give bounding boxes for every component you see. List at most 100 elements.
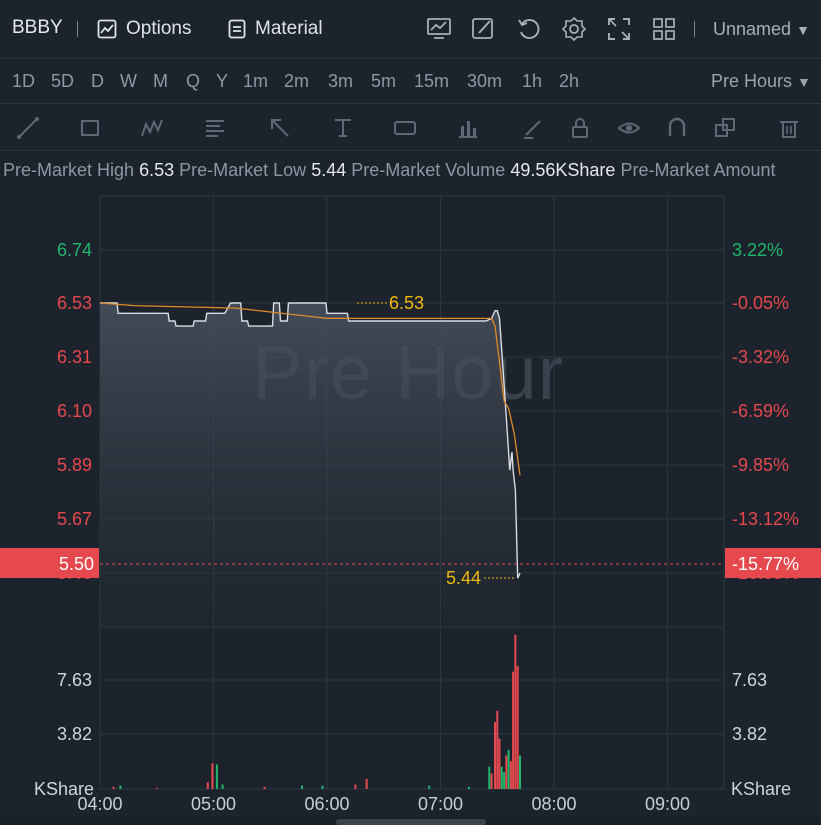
timeframe-item[interactable]: 1m <box>243 71 269 91</box>
percent-axis-label: -13.12% <box>732 509 799 529</box>
volume-bar <box>354 784 357 789</box>
timeframe-item[interactable]: D <box>91 71 104 91</box>
percent-axis-label: -9.85% <box>732 455 789 475</box>
pattern-tool-icon[interactable] <box>140 116 164 140</box>
average-price-line <box>99 302 521 476</box>
percent-axis-label: -3.32% <box>732 347 789 367</box>
time-axis-label: 06:00 <box>304 794 349 814</box>
volume-bar <box>155 787 158 789</box>
session-dropdown[interactable]: Pre Hours ▼ <box>711 71 811 92</box>
premarket-high-value: 6.53 <box>139 160 175 180</box>
lock-icon[interactable] <box>568 116 592 140</box>
price-axis-label: 6.31 <box>57 347 92 367</box>
timeframe-item[interactable]: 5D <box>51 71 75 91</box>
timeframe-item[interactable]: 15m <box>414 71 450 91</box>
price-area-fill <box>100 303 520 627</box>
divider <box>694 21 695 37</box>
layout-name-dropdown[interactable]: Unnamed ▼ <box>713 19 810 40</box>
timeframe-item[interactable]: 3m <box>328 71 354 91</box>
volume-bar <box>507 749 510 789</box>
volume-bar <box>365 778 368 789</box>
premarket-volume-label: Pre-Market Volume <box>351 160 506 180</box>
price-axis-label: 6.10 <box>57 401 92 421</box>
session-label: Pre Hours <box>711 71 793 91</box>
premarket-volume-value: 49.56KShare <box>510 160 616 180</box>
volume-unit-right: KShare <box>731 779 791 799</box>
material-label: Material <box>255 18 323 39</box>
caret-down-icon: ▼ <box>796 22 810 38</box>
settings-icon[interactable] <box>561 16 587 42</box>
timeframe-item[interactable]: 5m <box>371 71 397 91</box>
indicator-icon[interactable] <box>426 16 452 42</box>
draw-edit-icon[interactable] <box>470 16 496 42</box>
price-line <box>100 302 521 579</box>
volume-bar <box>211 763 214 789</box>
pen-tool-icon[interactable] <box>521 116 545 140</box>
volume-axis-label: 3.82 <box>732 724 767 744</box>
premarket-stats: Pre-Market High 6.53 Pre-Market Low 5.44… <box>3 160 776 181</box>
reset-icon[interactable] <box>516 16 542 42</box>
timeframe-item[interactable]: 1D <box>12 71 36 91</box>
price-axis-label: 5.67 <box>57 509 92 529</box>
caret-down-icon: ▼ <box>797 74 811 90</box>
timeline-scrollbar[interactable] <box>336 819 486 825</box>
divider <box>77 21 78 37</box>
timeframe-item[interactable]: W <box>120 71 137 91</box>
time-axis-label: 07:00 <box>418 794 463 814</box>
timeframe-item[interactable]: 30m <box>467 71 503 91</box>
current-pct-text: -15.77% <box>732 554 799 574</box>
material-button[interactable]: Material <box>228 14 323 44</box>
timeframe-item[interactable]: 1h <box>522 71 543 91</box>
timeframe-item[interactable]: Y <box>216 71 229 91</box>
volume-bar <box>496 710 499 789</box>
measure-tool-icon[interactable] <box>393 116 417 140</box>
volume-bar <box>428 785 431 789</box>
volume-bar <box>321 785 324 789</box>
low-marker-label: 5.44 <box>446 568 481 588</box>
volume-bar <box>263 786 266 789</box>
high-marker-label: 6.53 <box>389 293 424 313</box>
volume-axis-label: 3.82 <box>57 724 92 744</box>
magnet-icon[interactable] <box>665 116 689 140</box>
volume-bar <box>221 784 224 789</box>
trendline-tool-icon[interactable] <box>16 116 40 140</box>
time-axis-label: 08:00 <box>531 794 576 814</box>
options-button[interactable]: Options <box>97 14 191 44</box>
volume-bar <box>488 766 491 789</box>
premarket-high-label: Pre-Market High <box>3 160 135 180</box>
duplicate-icon[interactable] <box>713 116 737 140</box>
volume-bar <box>512 671 515 789</box>
volume-bar <box>498 738 501 789</box>
bar-chart-tool-icon[interactable] <box>456 116 480 140</box>
timeframe-item[interactable]: Q <box>186 71 201 91</box>
volume-bar <box>301 785 303 789</box>
current-pct-badge <box>725 548 821 578</box>
volume-axis-label: 7.63 <box>732 670 767 690</box>
fib-tool-icon[interactable] <box>203 116 227 140</box>
arrow-tool-icon[interactable] <box>268 116 292 140</box>
volume-bar <box>514 634 517 789</box>
time-axis-label: 04:00 <box>77 794 122 814</box>
premarket-low-label: Pre-Market Low <box>179 160 307 180</box>
trash-icon[interactable] <box>777 116 801 140</box>
drawing-toolbar <box>0 104 821 151</box>
fullscreen-icon[interactable] <box>606 16 632 42</box>
timeframe-bar: 1D 5D D W M Q Y 1m 2m 3m 5m 15m 30m 1h 2… <box>0 59 821 104</box>
intraday-chart[interactable]: 6.535.446.746.536.316.105.895.675.463.22… <box>0 190 821 825</box>
timeframe-item[interactable]: M <box>153 71 168 91</box>
top-toolbar: BBBY Options Material Unnamed ▼ <box>0 0 821 59</box>
options-chart-icon <box>97 19 117 39</box>
visibility-eye-icon[interactable] <box>617 116 641 140</box>
percent-axis-label: 3.22% <box>732 240 783 260</box>
timeframe-item[interactable]: 2m <box>284 71 310 91</box>
volume-unit-left: KShare <box>34 779 94 799</box>
timeframe-item[interactable]: 2h <box>559 71 580 91</box>
rectangle-tool-icon[interactable] <box>78 116 102 140</box>
volume-bar <box>505 755 508 789</box>
premarket-amount-label: Pre-Market Amount <box>620 160 776 180</box>
symbol-title[interactable]: BBBY <box>12 17 63 38</box>
volume-bar <box>503 772 506 789</box>
text-tool-icon[interactable] <box>331 116 355 140</box>
volume-bar <box>494 722 496 789</box>
layout-grid-icon[interactable] <box>651 16 677 42</box>
